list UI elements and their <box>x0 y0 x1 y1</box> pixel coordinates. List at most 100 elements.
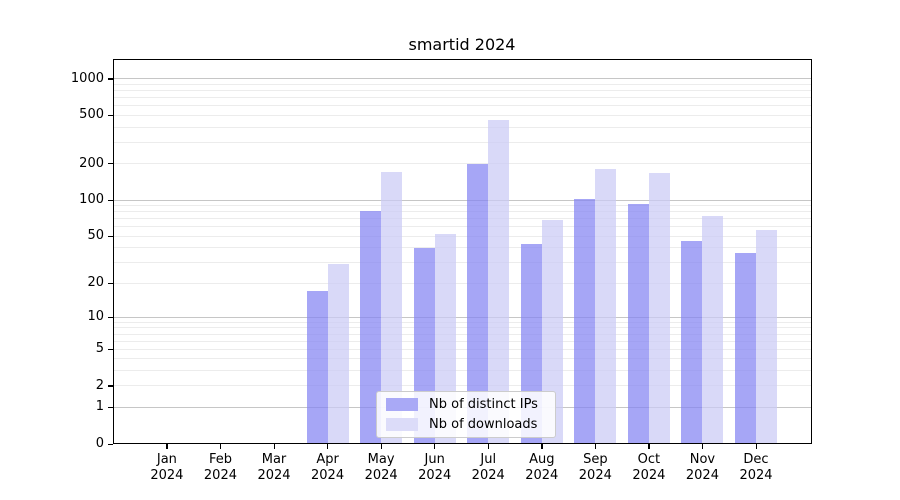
y-tick <box>108 163 113 165</box>
x-tick-label-oct: Oct 2024 <box>614 452 684 483</box>
bar-downloads-apr <box>327 264 349 444</box>
y-tick <box>108 316 113 319</box>
x-tick-year: 2024 <box>203 467 237 483</box>
legend-swatch-downloads <box>386 418 418 432</box>
x-tick-year: 2024 <box>364 467 398 483</box>
gridline-minor <box>113 282 812 284</box>
legend-label-distinct-ips: Nb of distinct IPs <box>429 396 538 412</box>
x-tick-label-nov: Nov 2024 <box>667 452 737 483</box>
gridline-major <box>113 316 812 318</box>
y-tick-label: 2 <box>95 377 104 393</box>
bar-downloads-dec <box>756 230 777 444</box>
x-tick-year: 2024 <box>311 467 345 483</box>
x-tick-month: Jan <box>156 452 177 467</box>
y-tick <box>108 114 113 117</box>
bar-distinct-ips-apr <box>306 291 328 444</box>
x-tick-month: Jun <box>424 452 445 467</box>
legend-label-downloads: Nb of downloads <box>429 417 538 433</box>
bar-downloads-oct <box>648 172 670 444</box>
x-tick <box>166 444 168 449</box>
gridline-minor <box>113 114 812 116</box>
gridline-minor <box>113 205 812 207</box>
y-tick <box>108 385 113 387</box>
bar-distinct-ips-nov <box>681 240 703 444</box>
x-tick <box>273 444 275 449</box>
x-tick <box>380 444 382 449</box>
gridline-minor <box>113 385 812 387</box>
bar-downloads-may <box>381 171 403 444</box>
x-tick-year: 2024 <box>739 467 773 483</box>
legend-swatch-distinct-ips <box>386 397 418 411</box>
gridline-minor <box>113 247 812 249</box>
x-tick-year: 2024 <box>150 467 184 483</box>
y-tick <box>108 199 113 201</box>
gridline-minor <box>113 211 812 213</box>
gridline-minor <box>113 327 812 329</box>
x-tick-month: Mar <box>261 452 287 467</box>
gridline-minor <box>113 218 812 220</box>
gridline-major <box>113 78 812 80</box>
gridline-minor <box>113 333 812 335</box>
x-tick-label-jun: Jun 2024 <box>400 452 470 483</box>
gridline-minor <box>113 262 812 263</box>
bar-distinct-ips-oct <box>627 203 649 444</box>
chart-title: smartid 2024 <box>408 35 516 54</box>
bar-downloads-nov <box>702 215 724 444</box>
y-tick-label: 100 <box>79 192 104 208</box>
gridline-minor <box>113 340 812 342</box>
x-tick-year: 2024 <box>257 467 291 483</box>
y-tick <box>108 443 113 445</box>
x-tick-label-may: May 2024 <box>346 452 416 483</box>
gridline-minor <box>113 235 812 237</box>
x-tick-month: Nov <box>689 452 716 467</box>
gridline-minor <box>113 321 812 323</box>
x-tick <box>648 444 650 449</box>
gridline-minor <box>113 126 812 128</box>
x-tick-label-mar: Mar 2024 <box>239 452 309 483</box>
legend: Nb of distinct IPs Nb of downloads <box>376 391 556 438</box>
x-tick <box>434 444 436 449</box>
y-tick <box>108 235 113 237</box>
x-tick-year: 2024 <box>578 467 612 483</box>
x-tick-label-jan: Jan 2024 <box>132 452 202 483</box>
x-tick <box>327 444 329 449</box>
y-tick-label: 1000 <box>70 70 104 86</box>
x-tick <box>594 444 597 449</box>
x-tick-label-feb: Feb 2024 <box>185 452 255 483</box>
x-tick-label-dec: Dec 2024 <box>721 452 791 483</box>
gridline-major <box>113 199 812 201</box>
gridline-minor <box>113 97 812 99</box>
gridline-minor <box>113 358 812 360</box>
x-tick <box>701 444 704 449</box>
x-tick-year: 2024 <box>525 467 559 483</box>
gridline-minor <box>113 105 812 107</box>
x-tick-label-apr: Apr 2024 <box>293 452 363 483</box>
y-tick <box>108 406 113 409</box>
x-tick-year: 2024 <box>685 467 719 483</box>
x-tick <box>541 444 543 449</box>
y-tick-label: 50 <box>87 228 104 244</box>
x-tick-year: 2024 <box>418 467 452 483</box>
y-tick-label: 10 <box>87 309 104 325</box>
gridline-minor <box>113 83 812 85</box>
gridline-minor <box>113 90 812 92</box>
gridline-minor <box>113 226 812 228</box>
bar-distinct-ips-jul <box>467 163 489 444</box>
x-tick-month: Apr <box>316 452 339 467</box>
y-tick-label: 20 <box>87 275 104 291</box>
x-tick-label-jul: Jul 2024 <box>453 452 523 483</box>
bar-distinct-ips-dec <box>735 253 756 444</box>
x-tick-month: Sep <box>583 452 608 467</box>
x-tick-month: May <box>367 452 395 467</box>
y-tick-label: 1 <box>95 399 104 415</box>
x-tick <box>487 444 490 449</box>
gridline-minor <box>113 163 812 165</box>
y-tick <box>108 282 113 284</box>
x-tick-year: 2024 <box>471 467 505 483</box>
bar-downloads-sep <box>595 169 617 444</box>
bar-distinct-ips-may <box>360 211 382 444</box>
x-tick-month: Oct <box>637 452 661 467</box>
bar-downloads-jul <box>488 120 510 444</box>
plot-area <box>113 59 812 444</box>
y-tick <box>108 348 113 351</box>
